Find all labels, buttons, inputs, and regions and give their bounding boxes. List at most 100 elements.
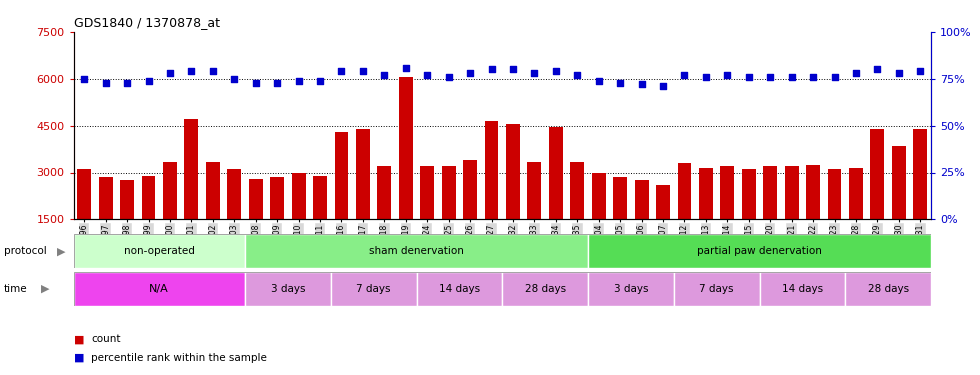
Point	[226, 76, 242, 82]
Bar	[742, 170, 756, 266]
Point	[248, 80, 264, 86]
Point	[505, 66, 520, 72]
Point	[205, 68, 220, 74]
Text: 3 days: 3 days	[613, 284, 648, 294]
Point	[676, 72, 692, 78]
Point	[656, 83, 671, 89]
Bar	[99, 177, 113, 266]
Bar	[74, 272, 245, 306]
Bar	[845, 272, 931, 306]
Bar	[760, 272, 845, 306]
Bar	[121, 180, 134, 266]
Text: sham denervation: sham denervation	[369, 246, 464, 256]
Bar	[270, 177, 284, 266]
Text: 28 days: 28 days	[524, 284, 565, 294]
Point	[419, 72, 435, 78]
Point	[869, 66, 885, 72]
Bar	[677, 163, 692, 266]
Point	[183, 68, 199, 74]
Point	[719, 72, 735, 78]
Point	[484, 66, 500, 72]
Text: 7 days: 7 days	[700, 284, 734, 294]
Text: N/A: N/A	[149, 284, 170, 294]
Point	[463, 70, 478, 76]
Bar	[892, 146, 906, 266]
Text: 14 days: 14 days	[782, 284, 823, 294]
Bar	[588, 272, 674, 306]
Bar	[184, 119, 198, 266]
Point	[333, 68, 349, 74]
Bar	[613, 177, 627, 266]
Point	[441, 74, 457, 80]
Text: count: count	[91, 334, 121, 344]
Bar	[849, 168, 863, 266]
Bar	[549, 127, 563, 266]
Point	[741, 74, 757, 80]
Point	[612, 80, 628, 86]
Bar	[249, 179, 263, 266]
Bar	[588, 234, 931, 268]
Bar	[141, 176, 156, 266]
Bar	[656, 185, 670, 266]
Point	[806, 74, 821, 80]
Text: ■: ■	[74, 334, 84, 344]
Bar	[416, 272, 502, 306]
Text: protocol: protocol	[4, 246, 47, 256]
Bar	[331, 272, 416, 306]
Point	[698, 74, 713, 80]
Bar	[506, 124, 520, 266]
Text: ▶: ▶	[41, 284, 50, 294]
Bar	[464, 160, 477, 266]
Bar	[77, 170, 91, 266]
Point	[98, 80, 114, 86]
Text: ▶: ▶	[57, 246, 66, 256]
Point	[141, 78, 157, 84]
Bar	[635, 180, 649, 266]
Text: 14 days: 14 days	[439, 284, 480, 294]
Bar	[827, 170, 842, 266]
Point	[76, 76, 92, 82]
Point	[848, 70, 863, 76]
Point	[355, 68, 370, 74]
Text: partial paw denervation: partial paw denervation	[697, 246, 822, 256]
Bar	[484, 121, 499, 266]
Point	[569, 72, 585, 78]
Point	[398, 64, 414, 70]
Point	[891, 70, 907, 76]
Point	[291, 78, 307, 84]
Point	[376, 72, 392, 78]
Bar	[699, 168, 712, 266]
Text: ■: ■	[74, 353, 84, 363]
Bar	[334, 132, 349, 266]
Text: percentile rank within the sample: percentile rank within the sample	[91, 353, 267, 363]
Bar	[356, 129, 369, 266]
Bar	[527, 162, 541, 266]
Bar	[292, 172, 306, 266]
Text: time: time	[4, 284, 27, 294]
Point	[526, 70, 542, 76]
Bar	[245, 272, 331, 306]
Bar	[163, 162, 177, 266]
Text: 3 days: 3 days	[270, 284, 305, 294]
Point	[634, 81, 650, 87]
Point	[762, 74, 778, 80]
Point	[548, 68, 564, 74]
Bar	[313, 176, 327, 266]
Bar	[763, 166, 777, 266]
Bar	[442, 166, 456, 266]
Bar	[399, 77, 413, 266]
Bar	[206, 162, 220, 266]
Point	[120, 80, 135, 86]
Point	[784, 74, 800, 80]
Bar	[913, 129, 927, 266]
Text: non-operated: non-operated	[123, 246, 195, 256]
Bar	[592, 172, 606, 266]
Point	[912, 68, 928, 74]
Bar	[245, 234, 588, 268]
Bar	[227, 170, 241, 266]
Text: 7 days: 7 days	[357, 284, 391, 294]
Point	[270, 80, 285, 86]
Point	[313, 78, 328, 84]
Bar	[674, 272, 760, 306]
Bar	[807, 165, 820, 266]
